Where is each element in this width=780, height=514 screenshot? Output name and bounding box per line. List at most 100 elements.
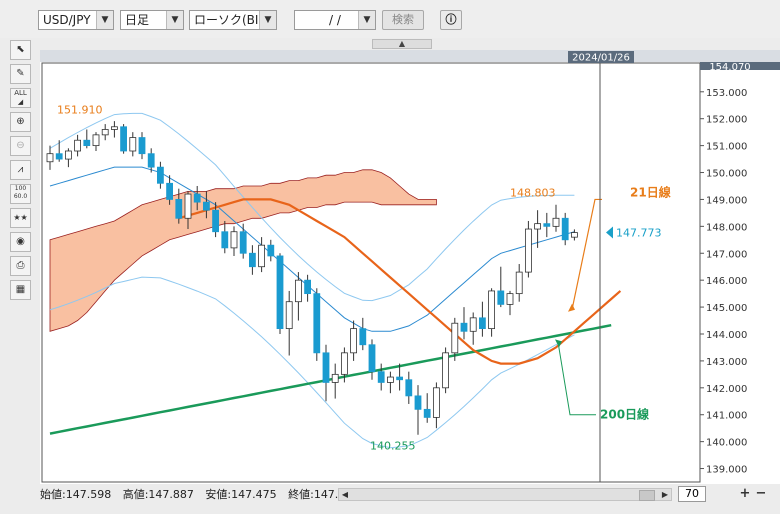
candle-body xyxy=(534,223,542,230)
axis-tick-label: 151.000 xyxy=(706,142,747,153)
candle xyxy=(478,301,486,337)
chevron-down-icon[interactable]: ▼ xyxy=(358,11,375,29)
candle-body xyxy=(350,328,358,354)
bar-count-icon[interactable]: 100 60.0 xyxy=(10,184,31,204)
scroll-right-icon[interactable]: ▶ xyxy=(661,490,669,499)
axis-tick-label: 141.000 xyxy=(706,411,747,422)
zoom-plus-button[interactable]: + xyxy=(739,486,751,501)
collapse-panel-button[interactable]: ▲ xyxy=(372,39,432,49)
kumo-area xyxy=(49,169,437,332)
candle-body xyxy=(331,373,339,383)
candle-body xyxy=(120,126,127,152)
candle-body xyxy=(423,408,431,418)
candle xyxy=(488,288,496,337)
candle-body xyxy=(506,293,514,305)
ma200-pointer-line xyxy=(557,341,596,416)
eye-icon[interactable]: ◉ xyxy=(10,232,31,252)
candle-body xyxy=(166,182,173,200)
top-cut-box xyxy=(700,62,780,70)
candle xyxy=(442,347,450,394)
last-price-label: 147.773 xyxy=(616,226,662,239)
chevron-down-icon[interactable]: ▼ xyxy=(166,11,183,29)
plot-frame xyxy=(41,62,701,483)
candle xyxy=(524,220,532,278)
chevron-down-icon[interactable]: ▼ xyxy=(96,11,113,29)
axis-tick-label: 145.000 xyxy=(706,303,747,314)
candle xyxy=(313,288,321,361)
candle-body xyxy=(147,153,155,168)
ma21-line xyxy=(178,198,622,365)
candle-body xyxy=(405,379,413,397)
candle xyxy=(46,145,54,170)
candle xyxy=(497,266,505,308)
chart-kind-select[interactable]: ローソク(BID) ▼ xyxy=(189,10,277,30)
zoom-in-icon[interactable]: ⊕ xyxy=(10,112,31,132)
candle-body xyxy=(313,293,321,354)
candle xyxy=(396,363,404,391)
candle-body xyxy=(267,244,275,257)
candle-body xyxy=(469,317,477,332)
candle xyxy=(239,223,247,259)
scroll-thumb[interactable] xyxy=(639,490,655,501)
candle xyxy=(147,148,155,173)
candle xyxy=(55,140,63,162)
info-icon[interactable]: ⓘ xyxy=(440,10,462,30)
axis-tick-label: 139.000 xyxy=(706,465,747,476)
candle-body xyxy=(460,322,468,332)
candle xyxy=(331,363,339,399)
symbol-select[interactable]: USD/JPY ▼ xyxy=(38,10,114,30)
date-input[interactable]: / / ▼ xyxy=(294,10,376,30)
cursor-icon[interactable]: ⬉ xyxy=(10,40,31,60)
side-toolbar: ⬉ ✎ ALL ◢ ⊕ ⊖ ⩘ 100 60.0 ★★ ◉ ⎙ ▦ xyxy=(8,38,32,308)
ma21-label: 21日線 xyxy=(630,185,671,200)
candle-body xyxy=(55,153,63,160)
candle-body xyxy=(340,352,348,375)
print-icon[interactable]: ⎙ xyxy=(10,256,31,276)
candle-body xyxy=(111,126,118,130)
clear-all-icon[interactable]: ALL ◢ xyxy=(10,88,31,108)
date-value: / / xyxy=(329,13,341,27)
candle-body xyxy=(138,137,146,155)
candle xyxy=(386,371,394,394)
period-select[interactable]: 日足 ▼ xyxy=(120,10,184,30)
candle xyxy=(111,121,118,138)
last-price-pointer xyxy=(606,226,613,239)
favorite-icon[interactable]: ★★ xyxy=(10,208,31,228)
table-icon[interactable]: ▦ xyxy=(10,280,31,300)
candle-body xyxy=(414,395,422,410)
candle xyxy=(359,317,367,351)
candle-body xyxy=(377,371,385,383)
candle-body xyxy=(571,232,578,238)
candle xyxy=(294,272,302,321)
candle-body xyxy=(285,301,293,330)
candle xyxy=(340,347,348,383)
pencil-icon[interactable]: ✎ xyxy=(10,64,31,84)
ma200-pointer-arrowhead xyxy=(555,339,562,348)
chart-header-strip xyxy=(40,50,780,62)
price-chart[interactable]: 153.000 152.000 151.000 150.000 149.000 148.0… xyxy=(40,50,780,484)
period-value: 日足 xyxy=(125,13,150,27)
indicator-icon[interactable]: ⩘ xyxy=(10,160,31,180)
horizontal-scrollbar[interactable]: ◀ ▶ xyxy=(338,488,672,501)
candle-body xyxy=(276,255,284,330)
candle xyxy=(543,212,551,238)
bar-count-input[interactable]: 70 xyxy=(678,486,706,502)
candle-body xyxy=(248,252,256,268)
candle xyxy=(552,204,560,232)
candle xyxy=(248,245,256,275)
chevron-down-icon[interactable]: ▼ xyxy=(259,11,276,29)
candle-body xyxy=(396,376,404,381)
zoom-minus-button[interactable]: − xyxy=(755,486,767,501)
axis-tick-label: 149.000 xyxy=(706,195,747,206)
price-axis: 153.000 152.000 151.000 150.000 149.000 148.0… xyxy=(700,62,780,476)
scroll-left-icon[interactable]: ◀ xyxy=(341,490,349,499)
candle-body xyxy=(46,153,54,163)
candle-body xyxy=(478,317,486,330)
candle xyxy=(304,274,312,302)
search-button[interactable]: 検索 xyxy=(382,10,424,30)
candle xyxy=(506,290,514,316)
candle xyxy=(368,339,376,380)
candle-body xyxy=(368,344,376,373)
zoom-out-icon[interactable]: ⊖ xyxy=(10,136,31,156)
candle xyxy=(561,212,569,246)
